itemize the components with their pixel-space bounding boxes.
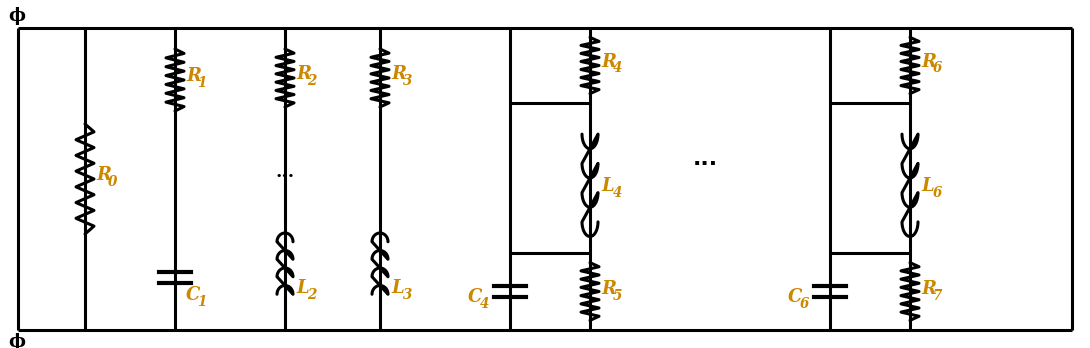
Text: C: C — [788, 287, 802, 306]
Text: R: R — [601, 280, 616, 299]
Text: 7: 7 — [933, 290, 942, 303]
Text: R: R — [921, 280, 936, 299]
Text: 5: 5 — [613, 290, 622, 303]
Text: ···: ··· — [692, 154, 717, 174]
Text: 2: 2 — [307, 74, 317, 88]
Text: 4: 4 — [613, 62, 622, 76]
Text: 6: 6 — [933, 186, 942, 200]
Text: 4: 4 — [613, 186, 622, 200]
Text: R: R — [921, 53, 936, 71]
Text: ϕ: ϕ — [9, 7, 25, 25]
Text: 3: 3 — [402, 74, 412, 88]
Text: 6: 6 — [799, 296, 809, 310]
Text: R: R — [391, 65, 405, 83]
Text: L: L — [921, 177, 934, 195]
Text: 1: 1 — [197, 76, 207, 90]
Text: L: L — [391, 279, 403, 297]
Text: R: R — [186, 67, 201, 85]
Text: C: C — [468, 287, 483, 306]
Text: 3: 3 — [402, 288, 412, 302]
Text: 1: 1 — [197, 295, 207, 309]
Text: ϕ: ϕ — [9, 333, 25, 348]
Text: 2: 2 — [307, 288, 317, 302]
Text: L: L — [296, 279, 308, 297]
Text: ...: ... — [276, 163, 294, 181]
Text: R: R — [96, 166, 111, 184]
Text: 0: 0 — [108, 175, 117, 189]
Text: R: R — [296, 65, 311, 83]
Text: L: L — [601, 177, 614, 195]
Text: 6: 6 — [933, 62, 942, 76]
Text: C: C — [186, 286, 201, 304]
Text: 4: 4 — [480, 296, 489, 310]
Text: R: R — [601, 53, 616, 71]
